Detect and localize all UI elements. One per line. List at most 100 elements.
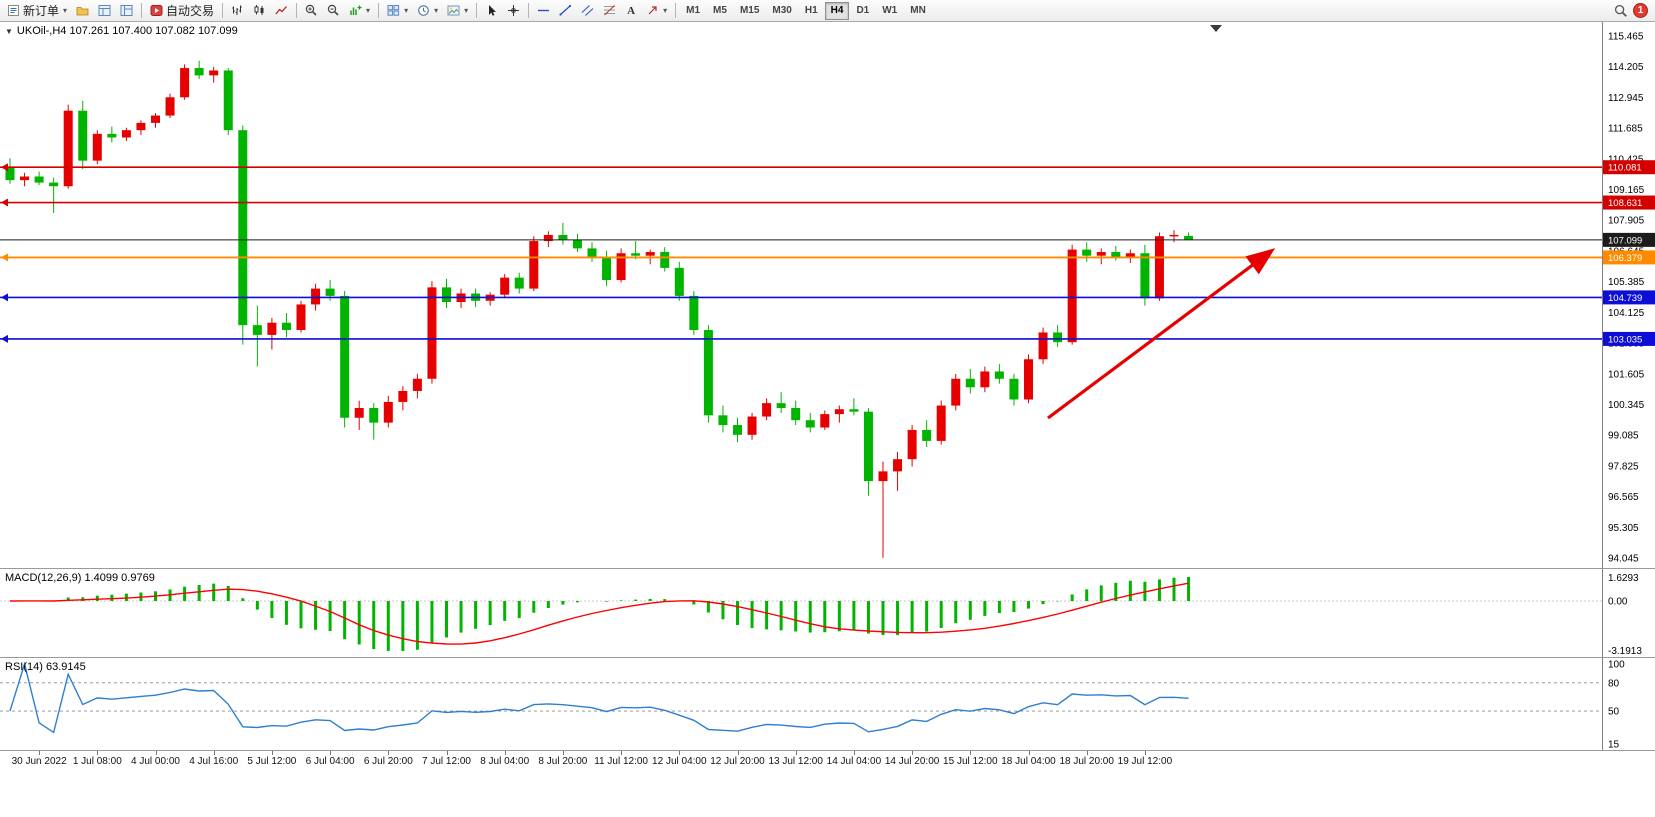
svg-text:114.205: 114.205: [1608, 62, 1644, 73]
hline-tool-button[interactable]: [533, 1, 554, 21]
line-chart-icon: [275, 6, 288, 15]
text-tool-icon: A: [627, 4, 636, 17]
time-axis-label: 15 Jul 12:00: [943, 756, 998, 767]
fibonacci-tool-button[interactable]: [599, 1, 620, 21]
timeframe-m5-button[interactable]: M5: [707, 2, 733, 20]
dropdown-icon: ▾: [663, 5, 668, 15]
timeframe-w1-button[interactable]: W1: [876, 2, 903, 20]
svg-text:-3.1913: -3.1913: [1608, 646, 1642, 657]
crosshair-icon: [508, 5, 520, 16]
time-axis[interactable]: 30 Jun 2022 1 Jul 08:00 4 Jul 00:00 4 Jul 1…: [0, 751, 1655, 771]
chart-candles-button[interactable]: [249, 1, 270, 21]
zoom-out-icon: [327, 4, 339, 16]
toolbar-separator: [222, 3, 224, 18]
folder-icon: [76, 7, 89, 16]
chart-bars-button[interactable]: [227, 1, 248, 21]
new-order-label: 新订单: [23, 4, 60, 18]
time-axis-tick: [562, 751, 564, 755]
new-order-icon: [8, 5, 19, 16]
channel-tool-button[interactable]: [577, 1, 598, 21]
svg-text:107.099: 107.099: [1608, 235, 1642, 246]
svg-text:107.905: 107.905: [1608, 216, 1645, 227]
arrows-tool-button[interactable]: ▾: [642, 1, 671, 21]
chart-ohlc-title: ▼ UKOil-,H4 107.261 107.400 107.082 107.…: [5, 25, 238, 37]
timeframe-m1-button[interactable]: M1: [680, 2, 706, 20]
macd-canvas[interactable]: 1.6293 0.00 -3.1913: [0, 569, 1655, 657]
svg-text:105.385: 105.385: [1608, 277, 1645, 288]
zoom-in-icon: [305, 4, 317, 16]
time-axis-label: 7 Jul 12:00: [422, 756, 471, 767]
chart-line-button[interactable]: [271, 1, 292, 21]
timeframe-h1-button[interactable]: H1: [799, 2, 824, 20]
dropdown-icon: ▾: [464, 5, 469, 15]
time-axis-label: 4 Jul 16:00: [189, 756, 239, 767]
pane-divider[interactable]: [0, 657, 1655, 658]
time-axis-tick: [679, 751, 681, 755]
timeframe-d1-button[interactable]: D1: [850, 2, 875, 20]
period-clock-button[interactable]: ▾: [413, 1, 442, 21]
auto-trading-icon: [150, 5, 163, 16]
notification-badge[interactable]: 1: [1633, 3, 1648, 18]
bottom-filler: [0, 771, 1655, 817]
timeframe-mn-button[interactable]: MN: [904, 2, 932, 20]
navigator-icon: [120, 5, 133, 16]
macd-pane: 1.6293 0.00 -3.1913 MACD(12,26,9) 1.4099 0…: [0, 569, 1655, 657]
svg-text:115.465: 115.465: [1608, 32, 1644, 43]
svg-text:104.125: 104.125: [1608, 308, 1645, 319]
clock-icon: [418, 5, 429, 16]
profiles-button[interactable]: [72, 1, 93, 21]
time-axis-label: 8 Jul 04:00: [480, 756, 530, 767]
macd-label: MACD(12,26,9) 1.4099 0.9769: [5, 572, 155, 584]
time-axis-label: 30 Jun 2022: [11, 756, 67, 767]
time-axis-label: 14 Jul 04:00: [826, 756, 882, 767]
navigator-button[interactable]: [116, 1, 137, 21]
timeframe-m30-button[interactable]: M30: [766, 2, 797, 20]
svg-text:94.045: 94.045: [1608, 554, 1639, 565]
dropdown-icon: ▾: [366, 5, 371, 15]
crosshair-button[interactable]: [503, 1, 524, 21]
tile-windows-button[interactable]: ▾: [383, 1, 412, 21]
svg-text:104.739: 104.739: [1608, 293, 1642, 304]
arrow-tool-icon: [648, 6, 657, 15]
auto-trading-label: 自动交易: [166, 4, 215, 18]
time-axis-label: 18 Jul 20:00: [1059, 756, 1114, 767]
dropdown-icon: ▾: [404, 5, 409, 15]
svg-text:0.00: 0.00: [1608, 597, 1628, 608]
auto-trading-button[interactable]: 自动交易: [146, 1, 218, 21]
time-axis-tick: [795, 751, 797, 755]
snapshot-button[interactable]: ▾: [443, 1, 472, 21]
trendline-tool-button[interactable]: [555, 1, 576, 21]
chart-ohlc-text: UKOil-,H4 107.261 107.400 107.082 107.09…: [16, 25, 238, 37]
zoom-in-button[interactable]: [301, 1, 322, 21]
svg-text:80: 80: [1608, 678, 1620, 689]
time-axis-label: 4 Jul 00:00: [131, 756, 180, 767]
timeframe-m15-button[interactable]: M15: [734, 2, 765, 20]
time-axis-tick: [621, 751, 623, 755]
search-button[interactable]: [1610, 1, 1632, 21]
time-axis-label: 5 Jul 12:00: [247, 756, 297, 767]
indicators-button[interactable]: ▾: [345, 1, 374, 21]
svg-text:108.631: 108.631: [1608, 198, 1642, 209]
text-tool-button[interactable]: A: [621, 1, 641, 21]
rsi-canvas[interactable]: 100 80 50 15: [0, 658, 1655, 750]
svg-text:100.345: 100.345: [1608, 400, 1645, 411]
time-axis-tick: [97, 751, 99, 755]
time-axis-tick: [853, 751, 855, 755]
pane-divider: [0, 750, 1655, 751]
time-axis-label: 12 Jul 04:00: [652, 756, 707, 767]
svg-text:110.081: 110.081: [1608, 163, 1642, 174]
zoom-out-button[interactable]: [323, 1, 344, 21]
new-order-button[interactable]: 新订单 ▾: [3, 1, 71, 21]
time-axis-label: 6 Jul 20:00: [363, 756, 413, 767]
time-axis-tick: [446, 751, 448, 755]
time-axis-tick: [213, 751, 215, 755]
svg-text:50: 50: [1608, 707, 1620, 718]
svg-text:110.425: 110.425: [1608, 154, 1644, 165]
svg-text:101.605: 101.605: [1608, 369, 1645, 380]
cursor-button[interactable]: [481, 1, 502, 21]
timeframe-h4-button[interactable]: H4: [824, 1, 850, 20]
main-chart-canvas[interactable]: 115.465 114.205 112.945 111.685 110.425 109.1…: [0, 22, 1655, 568]
svg-text:111.685: 111.685: [1608, 124, 1643, 135]
pane-divider[interactable]: [0, 568, 1655, 569]
market-watch-button[interactable]: [94, 1, 115, 21]
